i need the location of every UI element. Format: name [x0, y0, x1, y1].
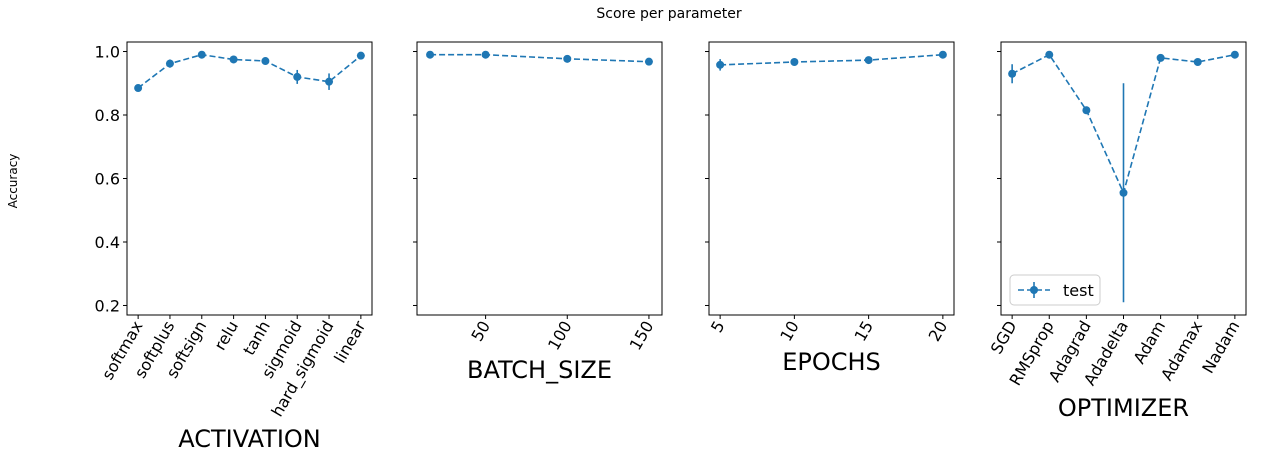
axes-frame: [126, 41, 373, 316]
subplot-epochs: 5 10 15 20 EPOCHS: [705, 41, 955, 376]
legend-label: test: [1063, 281, 1094, 300]
data-point: [134, 84, 143, 93]
data-point: [864, 56, 873, 65]
data-point: [1193, 57, 1202, 66]
subplot-optimizer: SGDRMSpropAdagradAdadeltaAdamAdamaxNadam…: [987, 41, 1247, 422]
data-point: [1082, 106, 1091, 115]
y-tick-label: 0.6: [95, 170, 120, 189]
y-tick-label: 0.8: [95, 106, 120, 125]
x-tick-label: 10: [776, 318, 803, 345]
x-tick-label: linear: [330, 317, 369, 366]
x-tick-label: 15: [850, 318, 877, 345]
x-tick-label: 5: [707, 318, 729, 336]
axes-frame: [416, 41, 663, 316]
data-point: [1008, 69, 1017, 78]
x-tick-label: relu: [210, 318, 242, 354]
figure-ylabel: Accuracy: [6, 154, 20, 209]
data-point: [644, 57, 653, 66]
data-point: [1156, 53, 1165, 62]
x-tick-label: SGD: [987, 318, 1021, 358]
x-tick-label: 20: [925, 318, 952, 345]
series-line: [137, 53, 362, 89]
x-tick-label: 100: [544, 318, 576, 354]
subplot-batch-size: 50 100 150 BATCH_SIZE: [413, 41, 663, 384]
series-line: [720, 53, 943, 66]
x-axis-label: OPTIMIZER: [1058, 394, 1189, 422]
data-point: [481, 50, 490, 59]
legend-box: [1009, 274, 1101, 306]
data-point: [426, 50, 435, 59]
x-tick-label: 150: [626, 318, 658, 354]
data-point: [938, 50, 947, 59]
x-axis-label: ACTIVATION: [178, 425, 321, 453]
y-tick-label: 0.4: [95, 233, 120, 252]
x-axis-label: EPOCHS: [782, 348, 881, 376]
x-tick-label: 50: [467, 318, 494, 345]
data-point: [1230, 50, 1239, 59]
x-axis-label: BATCH_SIZE: [467, 356, 612, 384]
data-point: [229, 55, 238, 64]
data-point: [261, 57, 270, 66]
y-tick-label: 1.0: [95, 43, 120, 62]
figure-suptitle: Score per parameter: [596, 6, 742, 22]
x-tick-label: Adam: [1130, 318, 1170, 368]
axes-frame: [708, 41, 955, 316]
data-point: [165, 59, 174, 68]
data-point: [325, 77, 334, 86]
data-point: [790, 57, 799, 66]
data-point: [1119, 188, 1128, 197]
y-tick-label: 0.2: [95, 296, 120, 315]
data-point: [563, 54, 572, 63]
legend-marker: [1030, 286, 1038, 294]
data-point: [716, 60, 725, 69]
data-point: [1045, 50, 1054, 59]
data-point: [356, 51, 365, 60]
legend: test: [1009, 274, 1101, 306]
data-point: [293, 72, 302, 81]
data-point: [197, 50, 206, 59]
series-line: [430, 53, 649, 63]
